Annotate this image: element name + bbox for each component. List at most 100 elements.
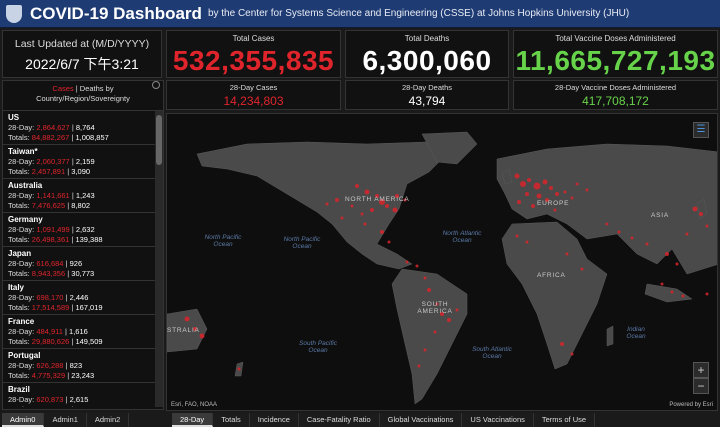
case-dot[interactable] [705,292,709,296]
case-dot[interactable] [440,312,444,316]
list-legend-icon[interactable]: ☰ [693,122,709,138]
case-dot[interactable] [699,212,703,216]
gear-icon[interactable] [152,81,160,89]
case-dot[interactable] [575,182,579,186]
case-dot[interactable] [375,194,379,198]
case-dot[interactable] [360,212,364,216]
list-item[interactable]: Portugal 28-Day: 626,288 | 823 Totals: 4,7… [3,349,156,383]
case-dot[interactable] [379,199,385,205]
case-dot[interactable] [199,333,205,339]
deaths-total: 3,090 [71,167,91,176]
zoom-out-button[interactable]: − [693,378,709,394]
case-dot[interactable] [385,204,389,208]
case-dot[interactable] [630,236,634,240]
list-item[interactable]: Italy 28-Day: 698,170 | 2,446 Totals: 17,5… [3,281,156,315]
tab-case-fatality-ratio[interactable]: Case-Fatality Ratio [298,413,380,427]
tab-28-day[interactable]: 28-Day [172,413,214,427]
case-dot[interactable] [350,204,354,208]
case-dot[interactable] [427,288,431,292]
zoom-in-button[interactable]: + [693,362,709,378]
case-dot[interactable] [184,316,190,322]
case-dot[interactable] [585,188,589,192]
case-dot[interactable] [392,207,398,213]
case-dot[interactable] [363,222,367,226]
label-28day: 28-Day: [8,123,35,132]
tab-totals[interactable]: Totals [213,413,250,427]
case-dot[interactable] [670,290,674,294]
tab-global-vaccinations[interactable]: Global Vaccinations [379,413,463,427]
tab-terms-of-use[interactable]: Terms of Use [533,413,596,427]
case-dot[interactable] [395,194,399,198]
case-dot[interactable] [617,230,621,234]
case-dot[interactable] [549,186,553,190]
case-dot[interactable] [560,342,564,346]
case-dot[interactable] [545,198,549,202]
case-dot[interactable] [580,267,584,271]
case-dot[interactable] [355,184,359,188]
case-dot[interactable] [517,200,521,204]
case-dot[interactable] [515,234,519,238]
case-dot[interactable] [675,262,679,266]
case-dot[interactable] [455,308,459,312]
case-dot[interactable] [536,193,542,199]
list-scrollbar[interactable] [155,111,163,407]
list-item[interactable]: US 28-Day: 2,864,627 | 8,764 Totals: 84,88… [3,111,156,145]
list-item[interactable]: France 28-Day: 484,911 | 1,616 Totals: 29,… [3,315,156,349]
case-dot[interactable] [405,260,409,264]
case-dot[interactable] [193,327,197,331]
country-list-body[interactable]: US 28-Day: 2,864,627 | 8,764 Totals: 84,88… [3,111,163,407]
tab-incidence[interactable]: Incidence [249,413,299,427]
case-dot[interactable] [514,173,520,179]
case-dot[interactable] [403,198,407,202]
case-dot[interactable] [525,192,529,196]
case-dot[interactable] [340,216,344,220]
tab-admin0[interactable]: Admin0 [2,413,45,427]
list-item[interactable]: Taiwan* 28-Day: 2,060,377 | 2,159 Totals: … [3,145,156,179]
case-dot[interactable] [520,181,526,187]
list-item[interactable]: Germany 28-Day: 1,091,499 | 2,632 Totals: … [3,213,156,247]
case-dot[interactable] [685,232,689,236]
deaths-28day: 926 [69,259,83,268]
case-dot[interactable] [665,252,669,256]
case-dot[interactable] [527,178,531,182]
list-item[interactable]: Japan 28-Day: 616,684 | 926 Totals: 8,943,… [3,247,156,281]
case-dot[interactable] [542,179,548,185]
case-dot[interactable] [660,282,664,286]
case-dot[interactable] [380,230,384,234]
case-dot[interactable] [555,192,559,196]
case-dot[interactable] [325,202,329,206]
case-dot[interactable] [605,222,609,226]
case-dot[interactable] [415,264,419,268]
case-dot[interactable] [553,208,557,212]
case-dot[interactable] [335,198,339,202]
case-dot[interactable] [435,302,439,306]
case-dot[interactable] [570,196,574,200]
case-dot[interactable] [681,294,685,298]
case-dot[interactable] [423,276,427,280]
case-dot[interactable] [370,208,374,212]
case-dot[interactable] [447,318,451,322]
case-dot[interactable] [423,348,427,352]
case-dot[interactable] [417,364,421,368]
world-map[interactable]: NORTH AMERICA SOUTH AMERICA EUROPE AFRIC… [166,113,718,411]
case-dot[interactable] [433,330,437,334]
case-dot[interactable] [563,190,567,194]
map-powered-by[interactable]: Powered by Esri [669,402,713,408]
case-dot[interactable] [525,240,529,244]
tab-us-vaccinations[interactable]: US Vaccinations [462,413,534,427]
case-dot[interactable] [570,352,574,356]
case-dot[interactable] [705,224,709,228]
list-scrollbar-thumb[interactable] [156,115,162,165]
case-dot[interactable] [645,242,649,246]
tab-admin1[interactable]: Admin1 [44,413,87,427]
case-dot[interactable] [565,252,569,256]
case-dot[interactable] [533,182,541,190]
case-dot[interactable] [531,204,535,208]
case-dot[interactable] [692,206,698,212]
case-dot[interactable] [237,367,241,371]
list-item[interactable]: Australia 28-Day: 1,141,661 | 1,243 Totals… [3,179,156,213]
case-dot[interactable] [364,189,370,195]
case-dot[interactable] [387,240,391,244]
tab-admin2[interactable]: Admin2 [86,413,130,427]
